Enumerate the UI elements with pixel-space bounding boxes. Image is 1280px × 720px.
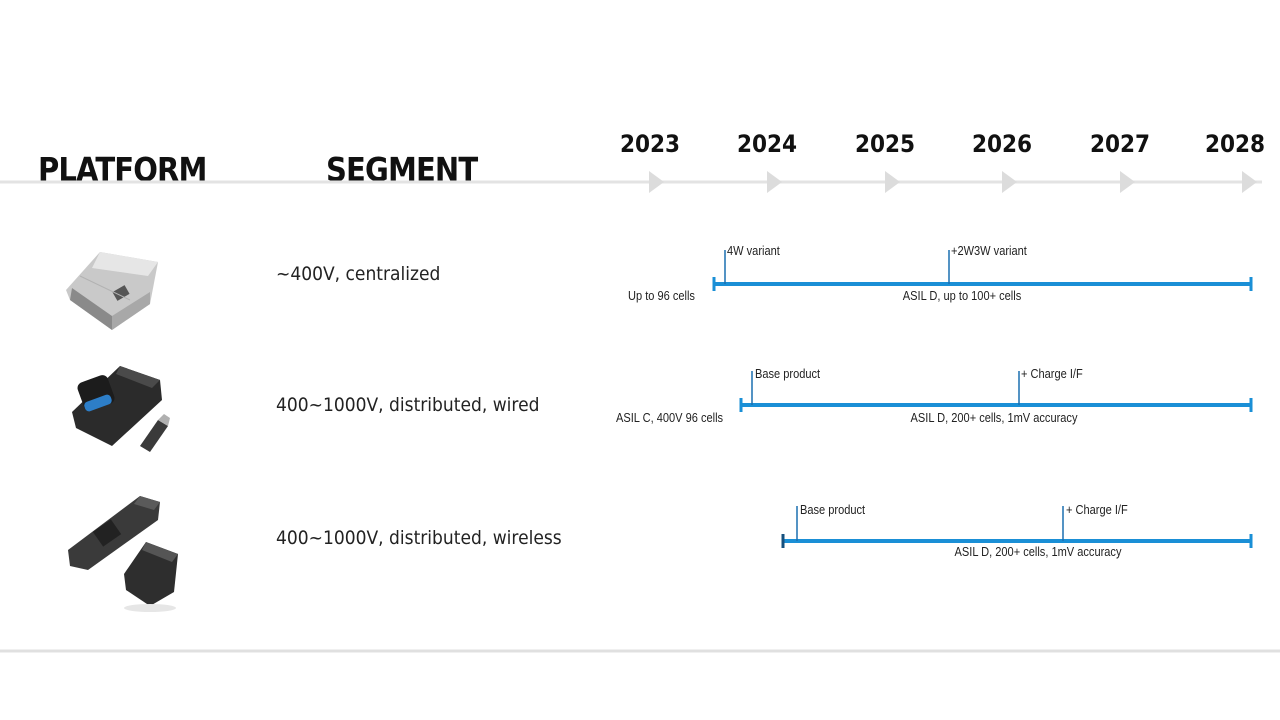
year-arrow-2025 — [885, 171, 900, 193]
product-image-wired — [72, 366, 170, 452]
year-label-2026: 2026 — [971, 130, 1033, 158]
bar-label-row-1: ASIL D, up to 100+ cells — [902, 288, 1022, 303]
milestone-label-row-3-a: Base product — [800, 502, 866, 517]
timeline-row-3 — [781, 506, 1253, 548]
year-arrow-2027 — [1120, 171, 1135, 193]
bar-label-row-3: ASIL D, 200+ cells, 1mV accuracy — [954, 544, 1122, 559]
segment-text-row-3: 400~1000V, distributed, wireless — [276, 527, 562, 549]
product-image-wireless — [68, 496, 178, 612]
year-label-2028: 2028 — [1204, 130, 1266, 158]
segment-text-row-2: 400~1000V, distributed, wired — [276, 394, 540, 416]
timeline-row-2 — [739, 371, 1253, 412]
year-arrow-2024 — [767, 171, 782, 193]
timeline-row-1 — [712, 250, 1253, 291]
milestone-label-row-1-b: +2W3W variant — [951, 243, 1027, 258]
year-label-2024: 2024 — [736, 130, 798, 158]
product-image-centralized — [66, 252, 158, 330]
year-label-2023: 2023 — [619, 130, 681, 158]
year-label-2027: 2027 — [1089, 130, 1151, 158]
segment-text-row-1: ~400V, centralized — [276, 263, 441, 285]
bar-label-row-2: ASIL D, 200+ cells, 1mV accuracy — [910, 410, 1078, 425]
year-arrow-2023 — [649, 171, 664, 193]
start-label-row-2: ASIL C, 400V 96 cells — [616, 410, 724, 425]
year-arrow-2028 — [1242, 171, 1257, 193]
milestone-label-row-2-a: Base product — [755, 366, 821, 381]
milestone-label-row-3-b: + Charge I/F — [1066, 502, 1128, 517]
year-label-2025: 2025 — [854, 130, 916, 158]
milestone-label-row-1-a: 4W variant — [727, 243, 780, 258]
year-arrow-2026 — [1002, 171, 1017, 193]
start-label-row-1: Up to 96 cells — [628, 288, 695, 303]
milestone-label-row-2-b: + Charge I/F — [1021, 366, 1083, 381]
